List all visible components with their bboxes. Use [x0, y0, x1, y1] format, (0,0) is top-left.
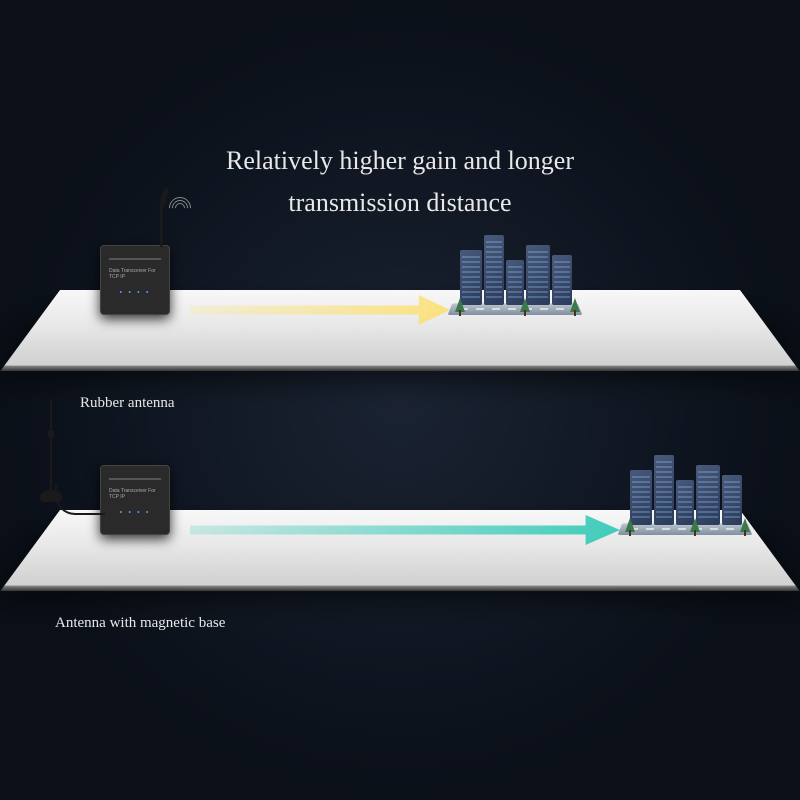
device-label-2: Data Transceiver For TCP IP — [109, 488, 161, 500]
magnetic-antenna-icon — [50, 400, 52, 490]
label-rubber-antenna: Rubber antenna — [80, 395, 175, 412]
main-title: Relatively higher gain and longer transm… — [0, 140, 800, 223]
tree-icon — [690, 518, 700, 532]
rubber-antenna-icon — [160, 205, 163, 247]
building-icon — [696, 465, 720, 525]
building-icon — [630, 470, 652, 525]
tree-icon — [740, 518, 750, 532]
building-icon — [526, 245, 550, 305]
tree-icon — [570, 298, 580, 312]
device-label-1: Data Transceiver For TCP IP — [109, 268, 161, 280]
building-icon — [654, 455, 674, 525]
building-icon — [460, 250, 482, 305]
road-icon — [448, 303, 583, 315]
title-line-2: transmission distance — [0, 182, 800, 224]
building-icon — [552, 255, 572, 305]
device-magnetic: Data Transceiver For TCP IP — [100, 465, 170, 535]
tree-icon — [520, 298, 530, 312]
tree-icon — [455, 298, 465, 312]
device-rubber: Data Transceiver For TCP IP — [100, 245, 170, 315]
building-icon — [722, 475, 742, 525]
title-line-1: Relatively higher gain and longer — [0, 140, 800, 182]
building-icon — [484, 235, 504, 305]
tree-icon — [625, 518, 635, 532]
antenna-cable-icon — [55, 485, 105, 515]
label-magnetic-antenna: Antenna with magnetic base — [55, 615, 225, 632]
